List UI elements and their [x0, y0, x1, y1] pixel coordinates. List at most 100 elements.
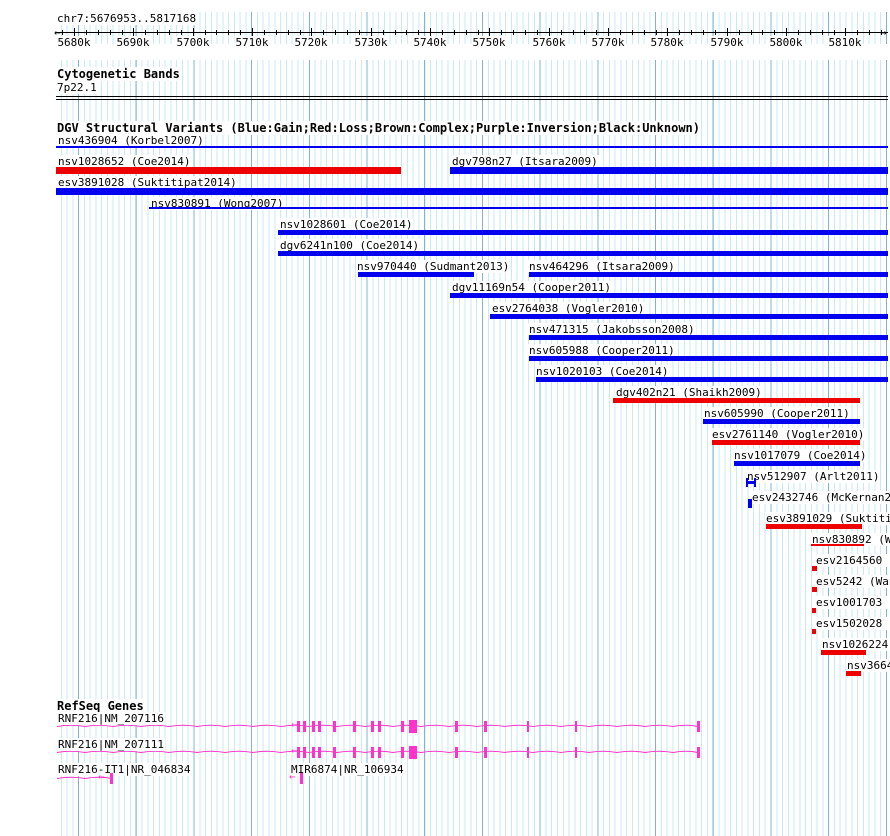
dgv-feature-bar[interactable] [56, 188, 888, 195]
ruler-tick-label: 5780k [649, 36, 685, 49]
dgv-feature-label[interactable]: dgv798n27 (Itsara2009) [451, 155, 599, 168]
refseq-exon[interactable] [484, 720, 487, 732]
refseq-gene-label[interactable]: RNF216|NM_207111 [57, 738, 165, 751]
dgv-feature-bar[interactable] [56, 146, 888, 148]
dgv-feature-bar[interactable] [490, 314, 888, 319]
dgv-feature-label[interactable]: esv1001703 (P [815, 596, 890, 609]
refseq-exon[interactable] [318, 746, 321, 758]
dgv-feature-label[interactable]: nsv830892 (Won [811, 533, 890, 546]
refseq-gene-label[interactable]: RNF216|NM_207116 [57, 712, 165, 725]
dgv-feature-bar[interactable] [734, 461, 860, 466]
ruler-minor-tick [323, 30, 324, 35]
dgv-feature-bar[interactable] [812, 608, 816, 613]
dgv-feature-label[interactable]: nsv1028652 (Coe2014) [57, 155, 192, 168]
dgv-feature-bar[interactable] [712, 440, 860, 445]
refseq-exon[interactable] [409, 719, 417, 733]
refseq-exon[interactable] [303, 746, 306, 758]
dgv-feature-bar[interactable] [536, 377, 888, 382]
refseq-exon[interactable] [353, 720, 356, 732]
dgv-feature-bar[interactable] [56, 167, 401, 174]
dgv-feature-label[interactable]: nsv512907 (Arlt2011) [746, 470, 881, 483]
refseq-exon[interactable] [333, 720, 336, 732]
refseq-exon[interactable] [527, 720, 529, 732]
dgv-feature-bar[interactable] [450, 167, 888, 174]
refseq-exon[interactable] [527, 746, 529, 758]
dgv-feature-bar[interactable] [529, 356, 888, 361]
refseq-exon[interactable] [378, 720, 381, 732]
dgv-feature-label[interactable]: nsv1017079 (Coe2014) [733, 449, 868, 462]
dgv-feature-label[interactable]: nsv1020103 (Coe2014) [535, 365, 670, 378]
dgv-feature-label[interactable]: nsv1028601 (Coe2014) [279, 218, 414, 231]
ruler-tick-label: 5750k [471, 36, 507, 49]
dgv-feature-label[interactable]: nsv471315 (Jakobsson2008) [528, 323, 696, 336]
dgv-feature-bar[interactable] [846, 671, 861, 676]
dgv-feature-bar[interactable] [450, 293, 888, 298]
refseq-exon[interactable] [110, 772, 113, 784]
dgv-feature-label[interactable]: dgv402n21 (Shaikh2009) [615, 386, 763, 399]
dgv-feature-label[interactable]: esv3891029 (Suktitipa [765, 512, 890, 525]
refseq-exon[interactable] [371, 720, 374, 732]
dgv-feature-label[interactable]: dgv11169n54 (Cooper2011) [451, 281, 612, 294]
dgv-feature-bar[interactable] [821, 650, 866, 655]
dgv-feature-label[interactable]: nsv464296 (Itsara2009) [528, 260, 676, 273]
dgv-feature-label[interactable]: nsv970440 (Sudmant2013) [356, 260, 511, 273]
dgv-feature-bar[interactable] [529, 335, 888, 340]
dgv-feature-bar[interactable] [812, 566, 817, 571]
dgv-feature-bar[interactable] [278, 251, 888, 256]
dgv-feature-label[interactable]: esv2761140 (Vogler2010) [711, 428, 866, 441]
dgv-feature-bar[interactable] [746, 478, 756, 487]
refseq-exon[interactable] [371, 746, 374, 758]
refseq-exon[interactable] [697, 746, 700, 758]
refseq-exon[interactable] [401, 746, 404, 758]
ruler-minor-tick [288, 30, 289, 35]
dgv-feature-label[interactable]: esv2764038 (Vogler2010) [491, 302, 646, 315]
dgv-feature-bar[interactable] [613, 398, 860, 403]
refseq-exon[interactable] [401, 720, 404, 732]
dgv-feature-bar[interactable] [358, 272, 474, 277]
dgv-feature-label[interactable]: nsv605990 (Cooper2011) [703, 407, 851, 420]
dgv-feature-bar[interactable] [703, 419, 860, 424]
refseq-exon[interactable] [484, 746, 487, 758]
dgv-feature-bar[interactable] [278, 230, 888, 235]
ruler-major-tick [667, 28, 668, 36]
dgv-feature-bar[interactable] [812, 587, 817, 592]
refseq-exon[interactable] [697, 720, 700, 732]
refseq-exon[interactable] [312, 746, 315, 758]
dgv-feature-bar[interactable] [748, 499, 752, 508]
dgv-feature-label[interactable]: nsv3664 [846, 659, 890, 672]
dgv-feature-label[interactable]: esv5242 (Wang [815, 575, 890, 588]
refseq-exon[interactable] [333, 746, 336, 758]
refseq-gene-label[interactable]: MIR6874|NR_106934 [290, 763, 405, 776]
refseq-exon[interactable] [409, 745, 417, 759]
dgv-feature-bar[interactable] [529, 272, 888, 277]
dgv-feature-label[interactable]: esv3891028 (Suktitipat2014) [57, 176, 238, 189]
dgv-feature-label[interactable]: dgv6241n100 (Coe2014) [279, 239, 421, 252]
refseq-exon[interactable] [312, 720, 315, 732]
refseq-exon[interactable] [303, 720, 306, 732]
refseq-exon[interactable] [297, 720, 300, 732]
refseq-exon[interactable] [378, 746, 381, 758]
refseq-exon[interactable] [300, 772, 303, 784]
dgv-feature-label[interactable]: esv1502028 (L [815, 617, 890, 630]
ruler-minor-tick [703, 30, 704, 35]
refseq-exon[interactable] [575, 720, 577, 732]
dgv-feature-label[interactable]: esv2432746 (McKernan2009 [751, 491, 890, 504]
dgv-feature-bar[interactable] [812, 629, 816, 634]
refseq-exon[interactable] [297, 746, 300, 758]
dgv-feature-label[interactable]: nsv830891 (Wong2007) [150, 197, 285, 210]
refseq-gene-label[interactable]: RNF216-IT1|NR_046834 [57, 763, 192, 776]
dgv-feature-label[interactable]: esv2164560 (B [815, 554, 890, 567]
dgv-feature-bar[interactable] [149, 207, 888, 209]
dgv-feature-bar[interactable] [811, 544, 864, 546]
refseq-exon[interactable] [318, 720, 321, 732]
dgv-feature-bar[interactable] [766, 524, 862, 529]
refseq-exon[interactable] [455, 746, 458, 758]
ruler-minor-tick [561, 30, 562, 35]
refseq-exon[interactable] [455, 720, 458, 732]
dgv-feature-label[interactable]: nsv1026224 ( [821, 638, 890, 651]
refseq-exon[interactable] [353, 746, 356, 758]
dgv-feature-label[interactable]: nsv605988 (Cooper2011) [528, 344, 676, 357]
refseq-exon[interactable] [575, 746, 577, 758]
dgv-feature-label[interactable]: nsv436904 (Korbel2007) [57, 134, 205, 147]
